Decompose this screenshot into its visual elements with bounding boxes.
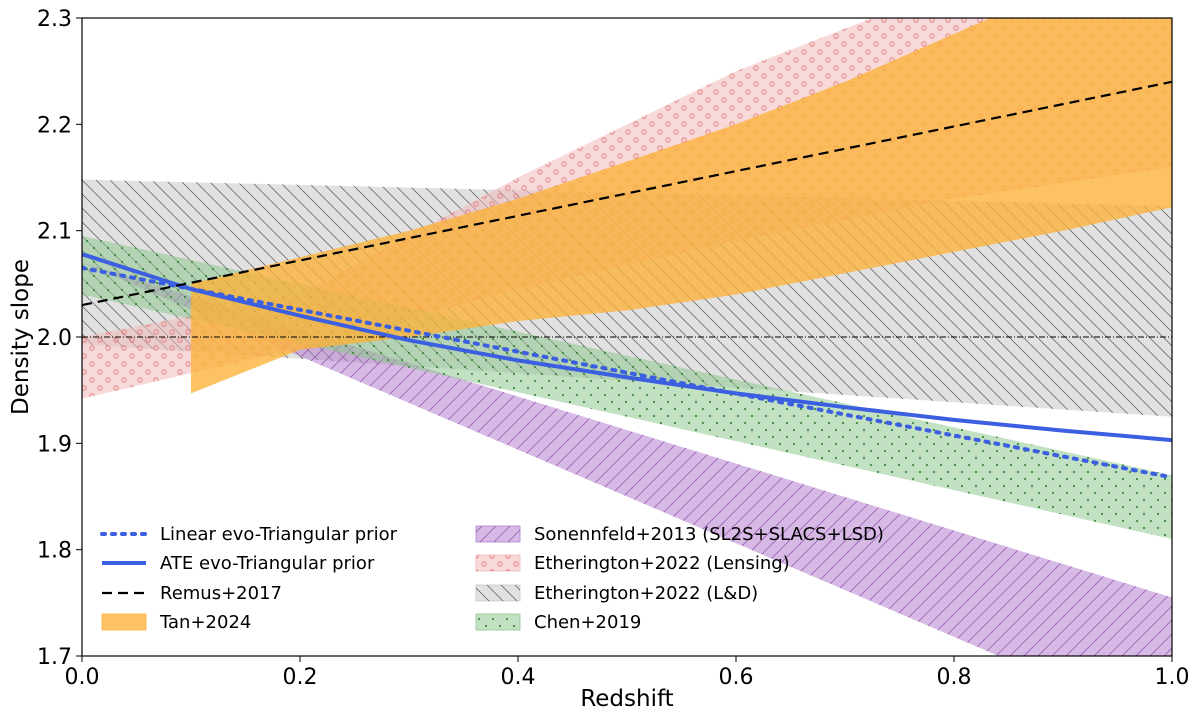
legend-swatch-hatch — [476, 614, 520, 630]
band-tan-2024 — [191, 18, 1172, 394]
legend-entry-remus-2017: Remus+2017 — [102, 583, 282, 604]
legend-label: ATE evo-Triangular prior — [160, 553, 375, 574]
y-axis-label: Density slope — [8, 259, 34, 415]
band-sonennfeld-2013-sl2s-slacs-lsd — [82, 262, 1172, 656]
legend-label: Sonennfeld+2013 (SL2S+SLACS+LSD) — [534, 524, 884, 545]
x-tick-label: 0.6 — [719, 665, 754, 690]
legend-entry-chen-2019: Chen+2019 — [475, 612, 641, 633]
legend-entry-linear-evo-triangular-prior: Linear evo-Triangular prior — [100, 524, 398, 545]
y-tick-label: 2.1 — [37, 220, 72, 245]
legend-swatch — [101, 613, 147, 631]
uncertainty-bands — [82, 18, 1172, 656]
line-remus-2017 — [82, 80, 1172, 307]
y-tick-label: 1.9 — [37, 432, 72, 457]
legend-label: Tan+2024 — [159, 612, 251, 633]
legend-label: Etherington+2022 (L&D) — [534, 583, 758, 604]
legend-label: Chen+2019 — [534, 612, 641, 633]
legend-label: Etherington+2022 (Lensing) — [534, 553, 790, 574]
legend-swatch-hatch — [476, 526, 520, 542]
legend-entry-tan-2024: Tan+2024 — [101, 612, 251, 633]
line-ate-evo-triangular-prior — [82, 252, 1172, 443]
legend-label: Remus+2017 — [160, 583, 282, 604]
legend-swatch-hatch — [476, 555, 520, 571]
legend: Linear evo-Triangular prior ATE evo-Trian… — [100, 524, 884, 633]
axis-ticks: 0.0 0.2 0.4 0.6 0.8 1.0 1.7 1.8 1.9 2.0 2.1 2.2 2.3 — [37, 7, 1190, 690]
legend-entry-etherington-2022-l-d: Etherington+2022 (L&D) — [475, 583, 758, 604]
x-tick-label: 0.2 — [283, 665, 318, 690]
x-tick-label: 0.0 — [65, 665, 100, 690]
y-tick-label: 2.3 — [37, 7, 72, 32]
y-tick-label: 2.2 — [37, 113, 72, 138]
x-tick-label: 1.0 — [1155, 665, 1190, 690]
x-axis-label: Redshift — [580, 686, 673, 712]
line-linear-evo-triangular-prior — [82, 265, 1172, 480]
y-tick-label: 1.8 — [37, 539, 72, 564]
y-tick-label: 2.0 — [37, 326, 72, 351]
trend-lines — [82, 80, 1172, 480]
legend-label: Linear evo-Triangular prior — [160, 524, 398, 545]
y-tick-label: 1.7 — [37, 645, 72, 670]
legend-entry-ate-evo-triangular-prior: ATE evo-Triangular prior — [102, 553, 375, 574]
x-tick-label: 0.4 — [501, 665, 536, 690]
legend-entry-sonennfeld-2013-sl2s-slacs-lsd: Sonennfeld+2013 (SL2S+SLACS+LSD) — [475, 524, 884, 545]
band-fill-tan-2024 — [191, 18, 1172, 394]
x-tick-label: 0.8 — [937, 665, 972, 690]
band-hatch-sonennfeld-2013-sl2s-slacs-lsd — [82, 262, 1172, 656]
legend-entry-etherington-2022-lensing: Etherington+2022 (Lensing) — [475, 553, 790, 574]
legend-swatch-hatch — [476, 585, 520, 601]
